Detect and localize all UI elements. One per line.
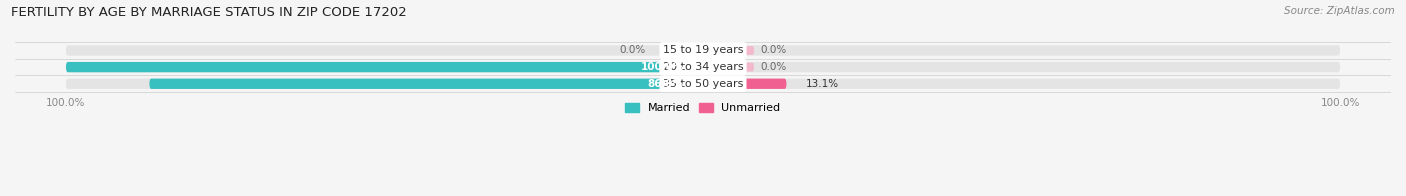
FancyBboxPatch shape — [703, 46, 754, 55]
Text: 20 to 34 years: 20 to 34 years — [662, 62, 744, 72]
Text: 100.0%: 100.0% — [640, 62, 683, 72]
Text: 15 to 19 years: 15 to 19 years — [662, 45, 744, 55]
Text: 0.0%: 0.0% — [761, 62, 786, 72]
Text: 13.1%: 13.1% — [806, 79, 839, 89]
Text: 0.0%: 0.0% — [620, 45, 645, 55]
Legend: Married, Unmarried: Married, Unmarried — [621, 98, 785, 117]
FancyBboxPatch shape — [66, 62, 1340, 72]
FancyBboxPatch shape — [703, 79, 786, 89]
FancyBboxPatch shape — [66, 45, 1340, 56]
Text: 35 to 50 years: 35 to 50 years — [662, 79, 744, 89]
Text: FERTILITY BY AGE BY MARRIAGE STATUS IN ZIP CODE 17202: FERTILITY BY AGE BY MARRIAGE STATUS IN Z… — [11, 6, 406, 19]
FancyBboxPatch shape — [66, 62, 703, 72]
FancyBboxPatch shape — [66, 79, 1340, 89]
Text: Source: ZipAtlas.com: Source: ZipAtlas.com — [1284, 6, 1395, 16]
FancyBboxPatch shape — [149, 79, 703, 89]
Text: 86.9%: 86.9% — [648, 79, 683, 89]
FancyBboxPatch shape — [703, 63, 754, 72]
Text: 0.0%: 0.0% — [761, 45, 786, 55]
